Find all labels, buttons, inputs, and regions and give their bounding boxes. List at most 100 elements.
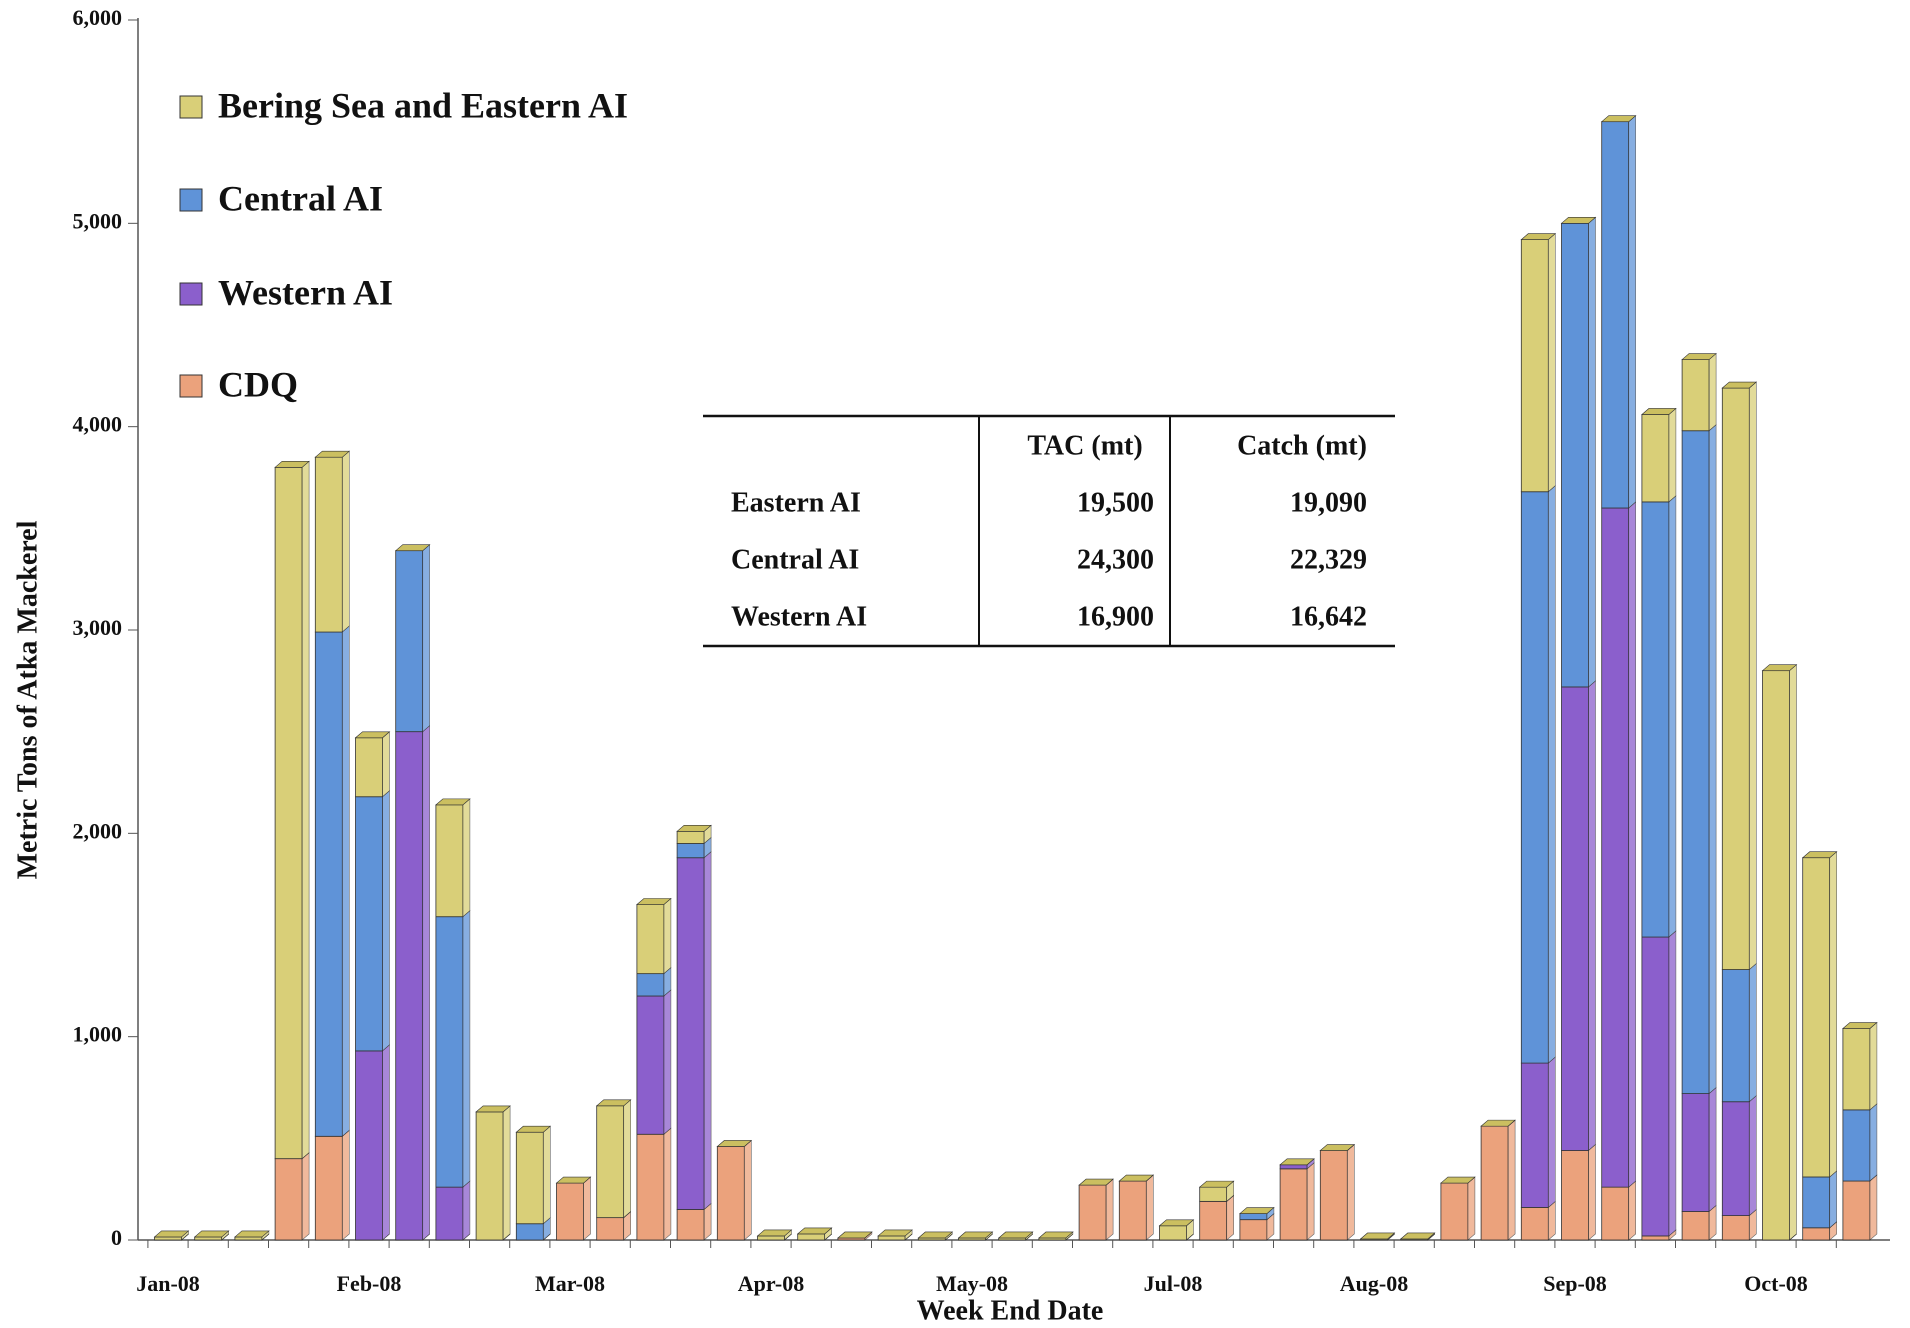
bar-segment <box>435 916 464 1188</box>
bar-segment <box>515 1223 544 1241</box>
bar-side <box>1829 1170 1837 1229</box>
bar-top <box>193 1230 230 1238</box>
bar-top <box>1399 1232 1436 1240</box>
bar-segment <box>676 830 705 844</box>
bar-side <box>1588 216 1596 688</box>
bar-segment <box>1561 1150 1589 1241</box>
x-tick-label: Oct-08 <box>1744 1271 1808 1296</box>
bar-side <box>301 1152 310 1241</box>
bar-segment <box>1641 936 1670 1237</box>
bar-top <box>555 1176 592 1184</box>
bar-top <box>1560 217 1597 224</box>
bar-side <box>1628 115 1636 509</box>
bar-top <box>1681 353 1717 360</box>
bar-segment <box>556 1182 584 1241</box>
x-tick-label: Aug-08 <box>1340 1271 1408 1296</box>
bar-segment <box>435 1186 464 1241</box>
bar-segment <box>636 1133 665 1241</box>
bar-top <box>796 1227 833 1235</box>
legend-swatch <box>179 95 203 119</box>
bar-side <box>1588 680 1596 1152</box>
bar-side <box>1869 1103 1878 1182</box>
legend-label: Central AI <box>218 178 383 218</box>
bar-side <box>1749 962 1757 1103</box>
bar-top <box>153 1230 190 1238</box>
bar-side <box>341 450 350 633</box>
x-tick-label: Feb-08 <box>337 1271 402 1296</box>
bar-segment <box>676 1209 705 1241</box>
bar-side <box>1467 1176 1476 1241</box>
x-axis-title: Week End Date <box>917 1295 1104 1326</box>
table-row-label: Central AI <box>731 544 859 575</box>
bar-segment <box>1802 857 1831 1178</box>
bar-top <box>1480 1119 1516 1127</box>
bar-top <box>515 1125 552 1133</box>
bar-segment <box>1721 1215 1750 1241</box>
bar-side <box>1628 501 1636 1188</box>
bar-segment <box>1561 686 1589 1151</box>
bar-segment <box>636 995 665 1135</box>
bar-segment <box>1239 1219 1268 1241</box>
bar-side <box>1668 407 1677 503</box>
bar-segment <box>1601 1186 1630 1241</box>
bar-segment <box>1842 1109 1871 1182</box>
bar-segment <box>1078 1184 1107 1241</box>
bar-side <box>1869 1174 1878 1241</box>
bar-segment <box>314 456 343 633</box>
bar-side <box>462 910 471 1188</box>
bar-segment <box>1681 1211 1710 1241</box>
bar-segment <box>1520 239 1549 493</box>
bar-segment <box>475 1111 504 1241</box>
bar-segment <box>958 1237 986 1241</box>
stats-table <box>703 414 1395 648</box>
bar-side <box>1105 1178 1114 1241</box>
bar-segment <box>1520 491 1549 1064</box>
bar-side <box>1548 1056 1556 1209</box>
bar-side <box>1548 1200 1556 1241</box>
bar-segment <box>1762 670 1790 1241</box>
bar-segment <box>1601 121 1630 509</box>
x-tick-label: Jan-08 <box>136 1271 200 1296</box>
bar-side <box>1789 664 1797 1241</box>
bar-segment <box>1802 1176 1831 1229</box>
bar-top <box>877 1229 913 1237</box>
bar-side <box>1548 485 1556 1064</box>
bar-segment <box>1842 1028 1871 1111</box>
bar-top <box>1359 1232 1396 1240</box>
bar-side <box>1507 1119 1516 1241</box>
bar-segment <box>1239 1213 1268 1221</box>
bar-side <box>1347 1143 1355 1241</box>
bar-segment <box>194 1236 223 1241</box>
bar-top <box>917 1231 954 1239</box>
table-cell: 19,090 <box>1290 487 1367 518</box>
bar-segment <box>1520 1062 1549 1208</box>
bar-side <box>663 897 672 975</box>
bar-segment <box>1721 387 1750 970</box>
table-row-label: Eastern AI <box>731 487 861 518</box>
bar-segment <box>797 1233 826 1241</box>
bar-top <box>1440 1176 1476 1184</box>
bar-segment <box>274 466 303 1160</box>
bar-segment <box>355 796 383 1052</box>
bar-top <box>716 1140 753 1147</box>
bar-top <box>1842 1022 1878 1029</box>
x-tick-label: Jul-08 <box>1144 1271 1203 1296</box>
bar-segment <box>314 631 343 1137</box>
bar-side <box>1146 1174 1154 1241</box>
bar-top <box>1198 1180 1235 1188</box>
legend-swatch <box>179 282 203 306</box>
bar-segment <box>1641 501 1670 938</box>
bar-top <box>676 824 712 832</box>
bar-top <box>234 1230 270 1238</box>
bar-segment <box>757 1235 785 1241</box>
bar-segment <box>435 804 464 918</box>
bar-segment <box>596 1105 625 1219</box>
y-tick-label: 5,000 <box>73 208 123 233</box>
table-header: TAC (mt) <box>1027 430 1142 461</box>
bar-segment <box>877 1235 906 1241</box>
table-cell: 16,642 <box>1290 601 1367 632</box>
y-tick-label: 0 <box>111 1225 122 1250</box>
bar-segment <box>355 737 383 798</box>
bar-segment <box>1319 1150 1348 1241</box>
